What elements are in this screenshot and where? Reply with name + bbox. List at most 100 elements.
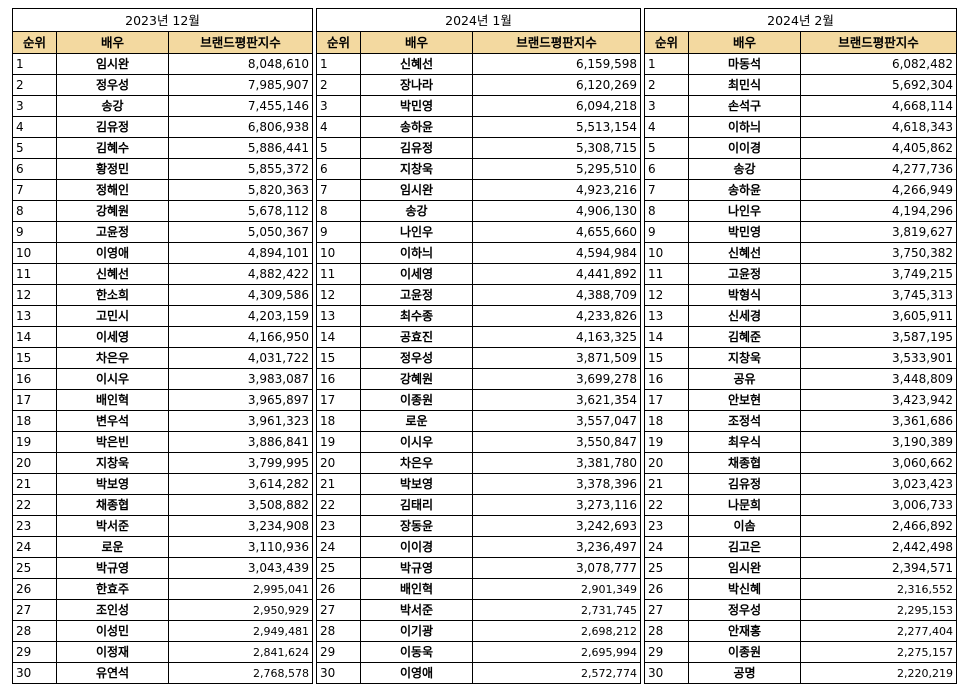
rank-cell: 29 (316, 641, 361, 663)
rank-cell: 23 (12, 515, 57, 537)
rank-cell: 28 (316, 620, 361, 642)
rank-cell: 20 (644, 452, 690, 474)
brand-score-cell: 3,983,087 (168, 368, 313, 390)
brand-score-cell: 3,234,908 (168, 515, 313, 537)
rank-cell: 29 (12, 641, 57, 663)
rank-cell: 20 (12, 452, 57, 474)
brand-score-cell: 7,985,907 (168, 74, 313, 96)
rank-cell: 26 (12, 578, 57, 600)
rank-cell: 3 (12, 95, 57, 117)
column-separator (312, 284, 317, 306)
brand-score-cell: 3,423,942 (800, 389, 958, 411)
column-separator (312, 158, 317, 180)
brand-score-cell: 6,159,598 (471, 53, 642, 75)
rank-cell: 9 (12, 221, 57, 243)
column-separator (640, 8, 645, 32)
brand-score-cell: 3,557,047 (471, 410, 642, 432)
rank-cell: 15 (316, 347, 361, 369)
actor-name-cell: 송강 (56, 95, 169, 117)
brand-score-cell: 3,273,116 (471, 494, 642, 516)
rank-cell: 15 (12, 347, 57, 369)
column-separator (640, 662, 645, 684)
actor-name-cell: 배인혁 (360, 578, 473, 600)
brand-score-cell: 2,466,892 (800, 515, 958, 537)
actor-name-cell: 마동석 (688, 53, 802, 75)
table-row: 15 차은우 4,031,722 15 정우성 3,871,509 15 지창욱 3,533,9… (12, 347, 958, 369)
brand-ranking-sheet: 2023년 12월 2024년 1월 2024년 2월 순위 배우 브랜드평판지… (12, 8, 958, 684)
table-row: 16 이시우 3,983,087 16 강혜원 3,699,278 16 공유 3,448,80… (12, 368, 958, 390)
rank-cell: 26 (644, 578, 690, 600)
table-row: 19 박은빈 3,886,841 19 이시우 3,550,847 19 최우식 3,190,3… (12, 431, 958, 453)
rank-cell: 30 (12, 662, 57, 684)
brand-score-cell: 3,190,389 (800, 431, 958, 453)
brand-score-cell: 4,906,130 (471, 200, 642, 222)
rank-cell: 3 (644, 95, 690, 117)
actor-name-cell: 이이경 (688, 137, 802, 159)
column-separator (312, 347, 317, 369)
table-row: 22 채종협 3,508,882 22 김태리 3,273,116 22 나문희 3,006,7… (12, 494, 958, 516)
rank-cell: 18 (316, 410, 361, 432)
actor-name-cell: 공유 (688, 368, 802, 390)
brand-score-cell: 4,166,950 (168, 326, 313, 348)
actor-name-cell: 박규영 (56, 557, 169, 579)
table-row: 3 송강 7,455,146 3 박민영 6,094,218 3 손석구 4,668,114 (12, 95, 958, 117)
rank-cell: 22 (644, 494, 690, 516)
brand-score-cell: 3,060,662 (800, 452, 958, 474)
table-row: 8 강혜원 5,678,112 8 송강 4,906,130 8 나인우 4,194,296 (12, 200, 958, 222)
rank-cell: 6 (12, 158, 57, 180)
column-separator (640, 347, 645, 369)
month-title-row: 2023년 12월 2024년 1월 2024년 2월 (12, 8, 958, 32)
column-separator (312, 452, 317, 474)
column-separator (312, 494, 317, 516)
column-separator (312, 515, 317, 537)
brand-score-cell: 3,819,627 (800, 221, 958, 243)
rank-cell: 25 (316, 557, 361, 579)
actor-name-cell: 이하늬 (688, 116, 802, 138)
actor-header: 배우 (360, 31, 473, 54)
actor-name-cell: 이동욱 (360, 641, 473, 663)
rank-cell: 2 (12, 74, 57, 96)
actor-name-cell: 이성민 (56, 620, 169, 642)
rank-cell: 17 (316, 389, 361, 411)
rank-cell: 23 (316, 515, 361, 537)
column-separator (312, 8, 317, 32)
rank-cell: 25 (644, 557, 690, 579)
actor-name-cell: 조정석 (688, 410, 802, 432)
actor-name-cell: 지창욱 (360, 158, 473, 180)
actor-name-cell: 임시완 (688, 557, 802, 579)
rank-cell: 19 (644, 431, 690, 453)
table-row: 24 로운 3,110,936 24 이이경 3,236,497 24 김고은 2,442,49… (12, 536, 958, 558)
column-separator (640, 410, 645, 432)
actor-name-cell: 채종협 (688, 452, 802, 474)
rank-cell: 4 (12, 116, 57, 138)
actor-name-cell: 이기광 (360, 620, 473, 642)
table-row: 12 한소희 4,309,586 12 고윤정 4,388,709 12 박형식 3,745,3… (12, 284, 958, 306)
brand-score-cell: 2,841,624 (168, 641, 313, 663)
rank-cell: 7 (316, 179, 361, 201)
actor-name-cell: 이이경 (360, 536, 473, 558)
rank-cell: 25 (12, 557, 57, 579)
actor-name-cell: 이시우 (360, 431, 473, 453)
column-separator (640, 158, 645, 180)
table-row: 28 이성민 2,949,481 28 이기광 2,698,212 28 안재홍 2,277,4… (12, 620, 958, 642)
brand-score-cell: 3,078,777 (471, 557, 642, 579)
column-separator (312, 536, 317, 558)
table-row: 13 고민시 4,203,159 13 최수종 4,233,826 13 신세경 3,605,9… (12, 305, 958, 327)
actor-name-cell: 이영애 (360, 662, 473, 684)
actor-name-cell: 한효주 (56, 578, 169, 600)
actor-name-cell: 송강 (688, 158, 802, 180)
column-separator (312, 305, 317, 327)
column-separator (640, 95, 645, 117)
column-separator (312, 95, 317, 117)
rank-cell: 13 (316, 305, 361, 327)
rank-cell: 5 (12, 137, 57, 159)
column-separator (640, 473, 645, 495)
column-separator (640, 620, 645, 642)
brand-score-cell: 5,050,367 (168, 221, 313, 243)
brand-score-cell: 2,698,212 (471, 620, 642, 642)
rank-cell: 14 (12, 326, 57, 348)
rank-cell: 14 (316, 326, 361, 348)
ranking-body: 1 임시완 8,048,610 1 신혜선 6,159,598 1 마동석 6,082,482 2… (12, 53, 958, 684)
actor-name-cell: 정해인 (56, 179, 169, 201)
actor-name-cell: 이종원 (360, 389, 473, 411)
